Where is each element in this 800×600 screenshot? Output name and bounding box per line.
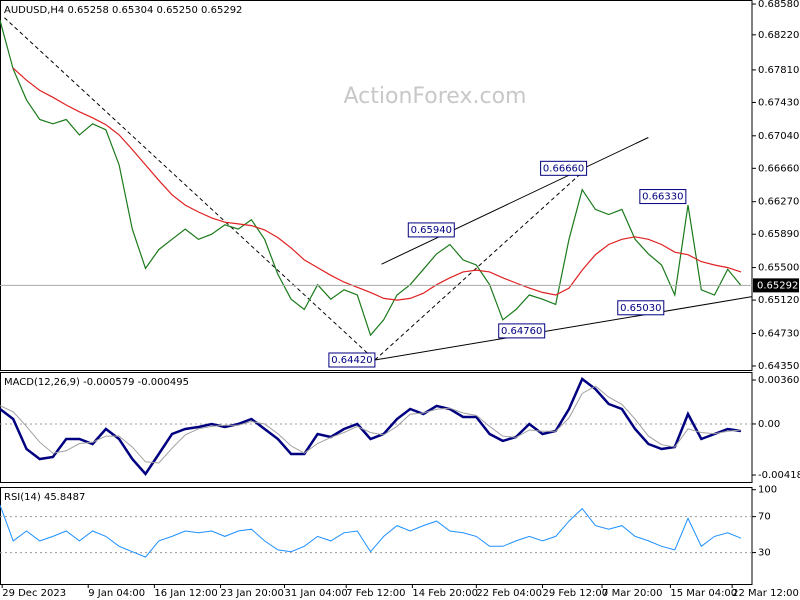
y-tick-label: 0.67810	[758, 65, 799, 76]
y-tick-label: 0.003602	[758, 375, 800, 386]
annotation-box	[498, 323, 546, 339]
x-tick-label: 7 Mar 20:00	[602, 588, 662, 599]
current-price-box	[753, 278, 799, 293]
annotation-box	[328, 352, 376, 368]
panel-frame	[0, 487, 753, 585]
y-tick-label: 0.64350	[758, 361, 799, 372]
annotation-box	[407, 222, 455, 238]
x-tick-label: 9 Jan 04:00	[88, 588, 145, 599]
y-tick-label: 30	[758, 548, 771, 559]
annotation-label: 0.64420	[331, 355, 372, 366]
y-tick-label: 70	[758, 512, 771, 523]
annotation-label: 0.65940	[411, 225, 452, 236]
x-tick-label: 22 Mar 12:00	[732, 588, 799, 599]
annotation-label: 0.66330	[642, 192, 683, 203]
x-tick-label: 23 Jan 20:00	[221, 588, 284, 599]
series-line	[12, 67, 742, 301]
x-tick-label: 16 Jan 12:00	[154, 588, 217, 599]
annotation-label: 0.66660	[543, 163, 584, 174]
annotation-label: 0.64760	[501, 326, 542, 337]
x-tick-label: 31 Jan 04:00	[284, 588, 347, 599]
y-tick-label: 0.66660	[758, 163, 799, 174]
annotation-label: 0.65030	[620, 303, 661, 314]
y-tick-label: 0.67430	[758, 97, 799, 108]
panel-frame	[0, 372, 753, 483]
y-tick-label: 100	[758, 485, 777, 496]
x-tick-label: 29 Dec 2023	[2, 588, 66, 599]
current-price-label: 0.65292	[757, 280, 798, 291]
annotation-box	[639, 189, 687, 205]
y-tick-label: 0.67040	[758, 131, 799, 142]
y-tick-label: 0.68220	[758, 30, 799, 41]
series-line	[0, 504, 742, 558]
x-tick-label: 7 Feb 12:00	[346, 588, 405, 599]
y-tick-label: 0.64730	[758, 328, 799, 339]
panel-title: MACD(12,26,9) -0.000579 -0.000495	[4, 377, 189, 388]
annotation-box	[617, 300, 665, 316]
trend-line	[374, 167, 587, 361]
trend-line	[4, 17, 376, 361]
y-tick-label: 0.65500	[758, 263, 799, 274]
trend-line	[381, 137, 649, 265]
panel-title: RSI(14) 45.8487	[4, 492, 85, 503]
y-tick-label: 0.65120	[758, 295, 799, 306]
x-tick-label: 15 Mar 04:00	[670, 588, 737, 599]
x-tick-label: 29 Feb 12:00	[542, 588, 608, 599]
y-tick-label: 0.65890	[758, 229, 799, 240]
y-tick-label: -0.004188	[758, 470, 800, 481]
y-tick-label: 0.00	[758, 419, 780, 430]
y-tick-label: 0.68580	[758, 0, 799, 10]
panel-frame	[0, 0, 753, 371]
watermark: ActionForex.com	[344, 84, 527, 109]
x-tick-label: 14 Feb 20:00	[412, 588, 478, 599]
x-tick-label: 22 Feb 04:00	[476, 588, 542, 599]
series-line	[0, 385, 742, 464]
y-tick-label: 0.66270	[758, 197, 799, 208]
series-line	[0, 377, 742, 477]
trend-line	[374, 296, 753, 361]
series-line	[0, 20, 742, 337]
annotation-box	[540, 160, 588, 176]
panel-title: AUDUSD,H4 0.65258 0.65304 0.65250 0.6529…	[4, 5, 242, 16]
